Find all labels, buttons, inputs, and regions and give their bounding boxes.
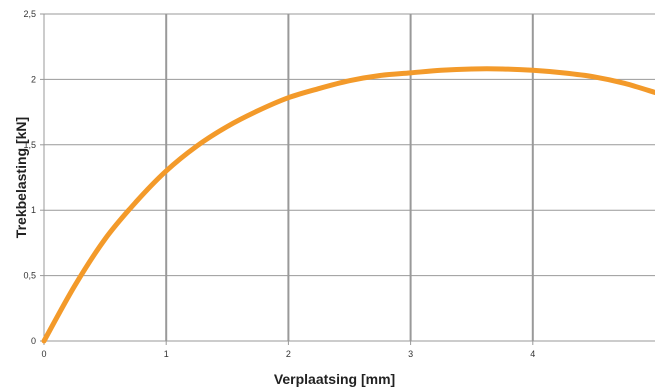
x-axis-title: Verplaatsing [mm] <box>274 371 395 387</box>
x-tick-label: 0 <box>41 349 46 359</box>
y-tick-label: 0 <box>31 336 36 346</box>
y-tick-label: 1 <box>31 205 36 215</box>
grid <box>44 13 655 341</box>
x-tick-label: 3 <box>408 349 413 359</box>
series-line <box>41 66 655 344</box>
tick-labels: 0 0,5 1 1,5 2 2,5 0 1 2 3 4 <box>23 9 535 359</box>
y-tick-label: 0,5 <box>23 271 36 281</box>
x-tick-label: 2 <box>286 349 291 359</box>
y-tick-label: 1,5 <box>23 140 36 150</box>
y-tick-label: 2 <box>31 74 36 84</box>
x-tick-label: 4 <box>530 349 535 359</box>
y-tick-label: 2,5 <box>23 9 36 19</box>
x-tick-label: 1 <box>164 349 169 359</box>
series <box>41 66 655 344</box>
axes <box>40 13 655 345</box>
y-axis-title: Trekbelasting [kN] <box>13 117 29 238</box>
